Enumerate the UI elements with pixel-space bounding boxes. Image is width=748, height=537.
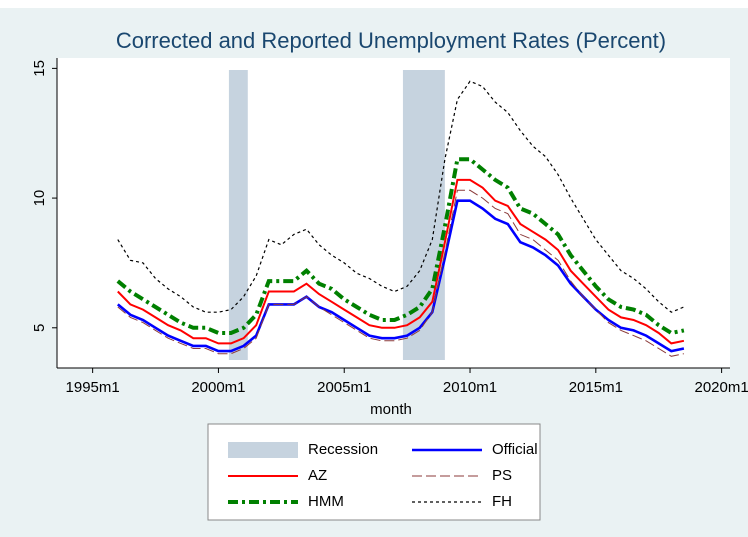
series-line — [117, 178, 685, 345]
recession-band — [228, 70, 248, 360]
legend-label: HMM — [308, 493, 344, 510]
x-tick-label: 2015m1 — [569, 379, 623, 396]
x-tick-label: 2000m1 — [191, 379, 245, 396]
x-tick-label: 2010m1 — [443, 379, 497, 396]
legend-label: FH — [492, 493, 512, 510]
legend — [207, 423, 541, 521]
recession-band — [402, 70, 445, 360]
x-axis-label: month — [370, 401, 412, 418]
legend-label: Recession — [308, 441, 378, 458]
y-tick-label: 15 — [31, 60, 48, 77]
legend-label: AZ — [308, 467, 327, 484]
x-tick-label: 1995m1 — [66, 379, 120, 396]
legend-swatch — [228, 442, 298, 458]
x-tick-label: 2020m1 — [695, 379, 748, 396]
x-tick-label: 2005m1 — [317, 379, 371, 396]
series-line — [117, 189, 685, 357]
chart-title: Corrected and Reported Unemployment Rate… — [116, 28, 666, 53]
series-line — [117, 80, 685, 313]
legend-label: PS — [492, 467, 512, 484]
series-line — [116, 157, 685, 336]
y-tick-label: 5 — [31, 324, 48, 332]
y-tick-label: 10 — [31, 190, 48, 207]
legend-label: Official — [492, 441, 538, 458]
